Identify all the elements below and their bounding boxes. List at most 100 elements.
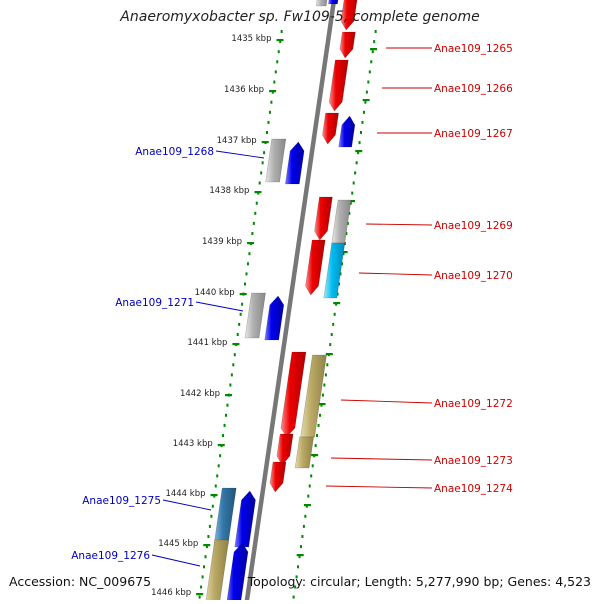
gene-label-right[interactable]: Anae109_1269 bbox=[434, 220, 513, 232]
genome-title: Anaeromyxobacter sp. Fw109-5, complete g… bbox=[120, 9, 480, 25]
gene-1271[interactable] bbox=[264, 295, 285, 341]
scale-dot bbox=[223, 423, 226, 427]
leader-line bbox=[365, 223, 433, 226]
gene-partial-top-red[interactable] bbox=[340, 0, 358, 31]
leader-line bbox=[340, 399, 433, 404]
scale-label: 1443 kbp bbox=[173, 439, 213, 449]
gene-label-right[interactable]: Anae109_1270 bbox=[434, 270, 513, 282]
scale-dot bbox=[314, 444, 317, 448]
scale-dot bbox=[299, 545, 302, 549]
scale-dot bbox=[329, 343, 332, 347]
gene-1268-gray[interactable] bbox=[265, 138, 287, 183]
scale-major-tick bbox=[232, 343, 240, 346]
gene-1272-red[interactable] bbox=[280, 351, 307, 438]
genome-axis bbox=[244, 0, 337, 604]
scale-dot bbox=[316, 434, 319, 437]
scale-dot bbox=[263, 151, 266, 155]
gene-1275-steel[interactable] bbox=[213, 487, 237, 546]
gene-1267-red[interactable] bbox=[322, 112, 339, 145]
scale-dot bbox=[205, 545, 208, 549]
scale-dot bbox=[274, 70, 277, 74]
gene-1274[interactable] bbox=[269, 461, 287, 493]
gene-label-right[interactable]: Anae109_1272 bbox=[434, 398, 513, 410]
scale-dot bbox=[230, 373, 233, 377]
gene-label-right[interactable]: Anae109_1273 bbox=[434, 455, 513, 467]
scale-major-tick-right bbox=[325, 353, 333, 356]
scale-track-right bbox=[292, 30, 377, 599]
scale-dot bbox=[260, 171, 263, 175]
scale-dot bbox=[349, 201, 352, 205]
scale-major-tick bbox=[269, 90, 277, 93]
gene-1272[interactable] bbox=[300, 354, 327, 438]
scale-dot bbox=[362, 110, 365, 114]
gene-label-left[interactable]: Anae109_1275 bbox=[82, 495, 161, 507]
scale-dot bbox=[336, 292, 339, 296]
scale-dot bbox=[340, 262, 343, 266]
scale-dot bbox=[258, 181, 261, 185]
gene-1271-gray[interactable] bbox=[244, 292, 266, 339]
gene-label-right[interactable]: Anae109_1267 bbox=[434, 128, 513, 140]
scale-dot bbox=[224, 413, 227, 417]
scale-dot bbox=[273, 80, 276, 84]
scale-dot bbox=[200, 585, 203, 589]
scale-major-tick bbox=[239, 293, 247, 296]
scale-dot bbox=[246, 262, 249, 266]
scale-dot bbox=[216, 474, 219, 478]
accession-text: Accession: NC_009675 bbox=[9, 574, 152, 589]
gene-label-left[interactable]: Anae109_1276 bbox=[71, 550, 150, 562]
scale-dot bbox=[361, 120, 364, 124]
scale-dot bbox=[211, 504, 214, 508]
gene-label-left[interactable]: Anae109_1268 bbox=[135, 146, 214, 158]
scale-label: 1436 kbp bbox=[224, 85, 264, 95]
gene-label-right[interactable]: Anae109_1274 bbox=[434, 483, 513, 495]
scale-dot bbox=[343, 242, 346, 246]
gene-1273-red[interactable] bbox=[276, 433, 294, 466]
scale-label: 1441 kbp bbox=[187, 338, 227, 348]
scale-dot bbox=[365, 90, 368, 94]
scale-dot bbox=[298, 555, 301, 559]
scale-dot bbox=[338, 282, 341, 286]
scale-label: 1437 kbp bbox=[217, 136, 257, 146]
leader-line bbox=[195, 301, 244, 312]
gene-1270-red[interactable] bbox=[305, 239, 326, 296]
scale-major-tick bbox=[203, 544, 211, 547]
gene-1273[interactable] bbox=[294, 436, 314, 469]
scale-label: 1439 kbp bbox=[202, 237, 242, 247]
gene-label-right[interactable]: Anae109_1266 bbox=[434, 83, 513, 95]
scale-dot bbox=[277, 50, 280, 54]
gene-1270[interactable] bbox=[323, 242, 346, 299]
gene-1265[interactable] bbox=[339, 31, 356, 59]
gene-1276[interactable] bbox=[226, 542, 249, 604]
scale-dot bbox=[355, 161, 358, 165]
scale-dot bbox=[364, 100, 367, 104]
scale-dot bbox=[317, 423, 320, 427]
gene-1266[interactable] bbox=[328, 59, 349, 112]
gene-label-right[interactable]: Anae109_1265 bbox=[434, 43, 513, 55]
scale-dot bbox=[294, 585, 297, 589]
gene-1275[interactable] bbox=[234, 490, 256, 548]
gene-partial-top-blue[interactable] bbox=[328, 0, 339, 5]
scale-dot bbox=[245, 272, 248, 276]
leader-line bbox=[325, 485, 433, 489]
gene-partial-top-gray[interactable] bbox=[315, 0, 328, 7]
scale-dot bbox=[276, 60, 279, 64]
gene-1269-red[interactable] bbox=[314, 196, 333, 241]
scale-major-tick bbox=[261, 141, 269, 144]
scale-dot bbox=[348, 211, 351, 215]
scale-dot bbox=[330, 333, 333, 336]
scale-dot bbox=[252, 221, 255, 225]
leader-line bbox=[330, 457, 433, 461]
gene-1267[interactable] bbox=[338, 115, 356, 148]
scale-dot bbox=[266, 131, 269, 134]
gene-1268[interactable] bbox=[284, 141, 305, 185]
gene-label-left[interactable]: Anae109_1271 bbox=[115, 297, 194, 309]
scale-dot bbox=[304, 514, 307, 518]
gene-1269[interactable] bbox=[331, 199, 352, 244]
gene-1276-olive[interactable] bbox=[205, 539, 230, 604]
scale-dot bbox=[222, 434, 225, 437]
scale-label: 1444 kbp bbox=[165, 489, 205, 499]
scale-dot bbox=[342, 252, 345, 256]
scale-dot bbox=[244, 282, 247, 286]
